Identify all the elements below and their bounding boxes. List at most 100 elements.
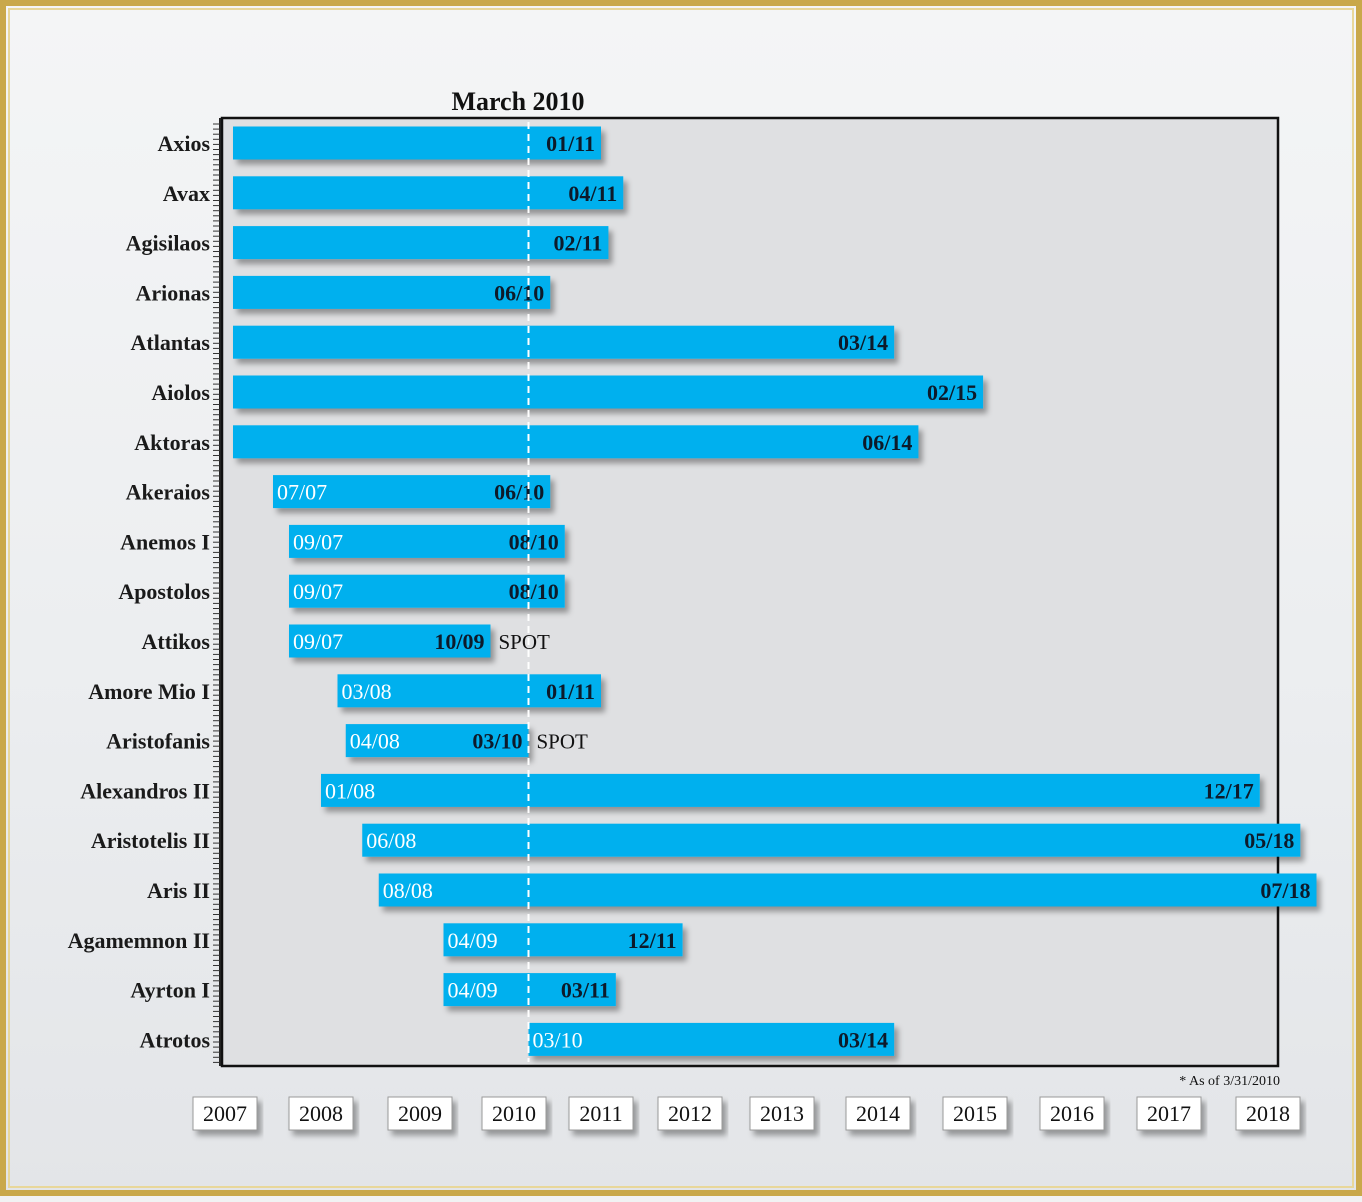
vessel-label: Atrotos — [140, 1027, 211, 1052]
x-tick-2013: 2013 — [749, 1096, 815, 1131]
x-tick-2007: 2007 — [192, 1096, 258, 1131]
bar-start-label: 04/09 — [448, 978, 498, 1003]
bar-end-label: 04/11 — [568, 181, 617, 206]
bar-end-label: 01/11 — [546, 131, 595, 156]
bar-end-label: 10/09 — [434, 629, 484, 654]
charter-bar — [443, 973, 616, 1007]
x-tick-label: 2013 — [760, 1101, 804, 1126]
bar-start-label: 01/08 — [325, 778, 375, 803]
charter-bar — [233, 375, 984, 409]
x-tick-label: 2018 — [1246, 1101, 1290, 1126]
x-tick-2011: 2011 — [568, 1096, 634, 1131]
x-tick-2018: 2018 — [1235, 1096, 1301, 1131]
bar-start-label: 07/07 — [277, 480, 327, 505]
year-box — [568, 1096, 634, 1131]
vessel-label: Akeraios — [126, 480, 211, 505]
vessel-label: Attikos — [142, 629, 211, 654]
vessel-row: Akeraios 07/07 06/10 — [126, 475, 551, 509]
bar-start-label: 04/08 — [350, 729, 400, 754]
x-tick-label: 2012 — [668, 1101, 712, 1126]
bar-end-label: 02/11 — [554, 231, 603, 256]
bar-end-label: 06/10 — [494, 280, 544, 305]
vessel-row: Agamemnon II 04/09 12/11 — [68, 923, 683, 957]
vessel-label: Agamemnon II — [68, 928, 210, 953]
bar-end-label: 08/10 — [509, 579, 559, 604]
bar-end-label: 02/15 — [927, 380, 977, 405]
charter-bar — [289, 574, 565, 608]
vessel-label: Amore Mio I — [88, 679, 210, 704]
vessel-row: Aktoras 06/14 — [134, 425, 919, 459]
year-box — [1235, 1096, 1301, 1131]
x-tick-2017: 2017 — [1136, 1096, 1202, 1131]
bar-end-label: 06/10 — [494, 480, 544, 505]
charter-bar — [233, 176, 624, 210]
vessel-label: Avax — [163, 181, 210, 206]
x-tick-2015: 2015 — [942, 1096, 1008, 1131]
vessel-row: Atrotos 03/10 03/14 — [140, 1022, 895, 1056]
vessel-label: Ayrton I — [130, 978, 210, 1003]
year-box — [1136, 1096, 1202, 1131]
spot-label: SPOT — [537, 730, 589, 754]
year-box — [749, 1096, 815, 1131]
x-tick-2012: 2012 — [657, 1096, 723, 1131]
charter-bar — [233, 126, 601, 160]
charter-bar — [362, 823, 1301, 857]
charter-bar — [337, 674, 601, 708]
charter-bar — [233, 226, 609, 260]
bars-layer: Axios 01/11 Avax 04/11 Agisilaos 02/11 Arionas… — [68, 122, 1317, 1062]
vessel-label: Aristofanis — [106, 729, 210, 754]
charter-bar — [289, 624, 491, 658]
vessel-label: Alexandros II — [80, 778, 210, 803]
vessel-row: Arionas 06/10 — [135, 275, 551, 309]
y-axis-ticks — [213, 118, 221, 1066]
bar-start-label: 06/08 — [366, 828, 416, 853]
charter-bar — [443, 923, 683, 957]
vessel-row: Aristotelis II 06/08 05/18 — [91, 823, 1301, 857]
vessel-row: Ayrton I 04/09 03/11 — [130, 973, 616, 1007]
vessel-row: Apostolos 09/07 08/10 — [118, 574, 565, 608]
x-tick-label: 2017 — [1147, 1101, 1191, 1126]
bar-end-label: 01/11 — [546, 679, 595, 704]
x-tick-2014: 2014 — [845, 1096, 911, 1131]
vessel-row: Axios 01/11 — [157, 126, 601, 160]
bar-start-label: 03/10 — [533, 1027, 583, 1052]
bar-start-label: 08/08 — [383, 878, 433, 903]
year-box — [481, 1096, 547, 1131]
vessel-label: Apostolos — [118, 579, 210, 604]
vessel-row: Agisilaos 02/11 — [126, 226, 609, 260]
x-tick-2009: 2009 — [387, 1096, 453, 1131]
bar-end-label: 03/10 — [472, 729, 522, 754]
charter-bar — [233, 275, 551, 309]
bar-start-label: 09/07 — [293, 529, 343, 554]
vessel-row: Aristofanis 04/08 03/10 SPOT — [106, 724, 589, 758]
charter-bar — [289, 524, 565, 558]
x-tick-2016: 2016 — [1039, 1096, 1105, 1131]
x-tick-label: 2015 — [953, 1101, 997, 1126]
bar-end-label: 03/11 — [561, 978, 610, 1003]
bar-start-label: 04/09 — [448, 928, 498, 953]
x-axis: 2007 2008 2009 2010 2011 2012 2013 2014 2015 2016… — [192, 1096, 1301, 1131]
vessel-label: Anemos I — [120, 529, 210, 554]
charter-bar — [378, 873, 1317, 907]
bar-end-label: 06/14 — [862, 430, 912, 455]
year-box — [845, 1096, 911, 1131]
charter-bar — [233, 425, 919, 459]
x-tick-label: 2009 — [398, 1101, 442, 1126]
bar-start-label: 09/07 — [293, 579, 343, 604]
charter-bar — [345, 724, 529, 758]
vessel-label: Aktoras — [134, 430, 210, 455]
charter-bar — [528, 1022, 895, 1056]
bar-start-label: 03/08 — [342, 679, 392, 704]
year-box — [1039, 1096, 1105, 1131]
chart-title: March 2010 — [451, 87, 584, 116]
vessel-label: Axios — [157, 131, 210, 156]
year-box — [657, 1096, 723, 1131]
vessel-row: Alexandros II 01/08 12/17 — [80, 773, 1260, 807]
footnote: * As of 3/31/2010 — [1179, 1074, 1280, 1089]
x-tick-label: 2008 — [299, 1101, 343, 1126]
vessel-charter-timeline-chart: March 2010 * As of 3/31/2010 Axios 01/11A… — [68, 87, 1317, 1131]
vessel-row: Anemos I 09/07 08/10 — [120, 524, 565, 558]
charter-bar — [273, 475, 551, 509]
charter-bar — [233, 325, 895, 359]
year-box — [192, 1096, 258, 1131]
